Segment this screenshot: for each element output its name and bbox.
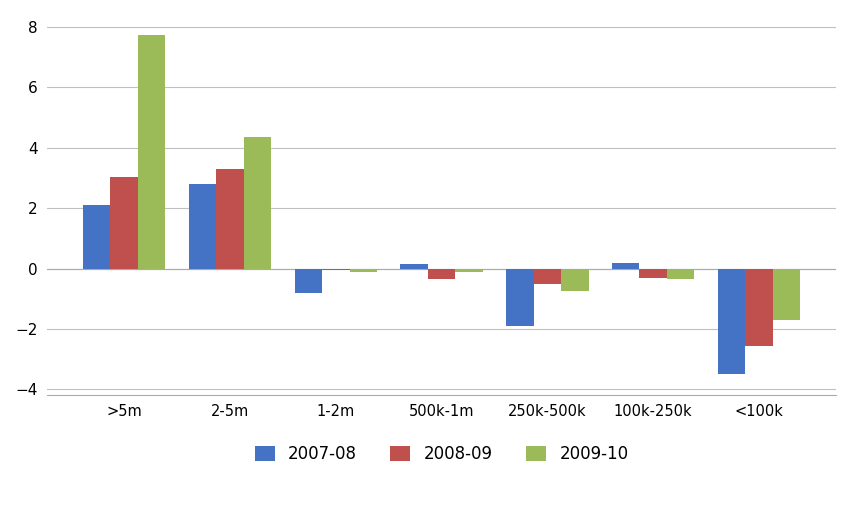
Bar (773, 269, 800, 320)
Bar (667, 269, 694, 279)
Bar (294, 269, 322, 293)
Bar (745, 269, 773, 345)
Bar (189, 184, 216, 269)
Bar (400, 264, 428, 269)
Bar (322, 269, 350, 270)
Bar (639, 269, 667, 278)
Bar (561, 269, 589, 291)
Bar (350, 269, 377, 271)
Bar (138, 35, 165, 269)
Bar (534, 269, 561, 284)
Bar (111, 176, 138, 269)
Bar (506, 269, 534, 326)
Bar (612, 262, 639, 269)
Bar (83, 205, 111, 269)
Bar (428, 269, 455, 279)
Bar (455, 269, 483, 271)
Bar (216, 169, 243, 269)
Legend: 2007-08, 2008-09, 2009-10: 2007-08, 2008-09, 2009-10 (254, 445, 628, 463)
Bar (717, 269, 745, 374)
Bar (243, 138, 271, 269)
